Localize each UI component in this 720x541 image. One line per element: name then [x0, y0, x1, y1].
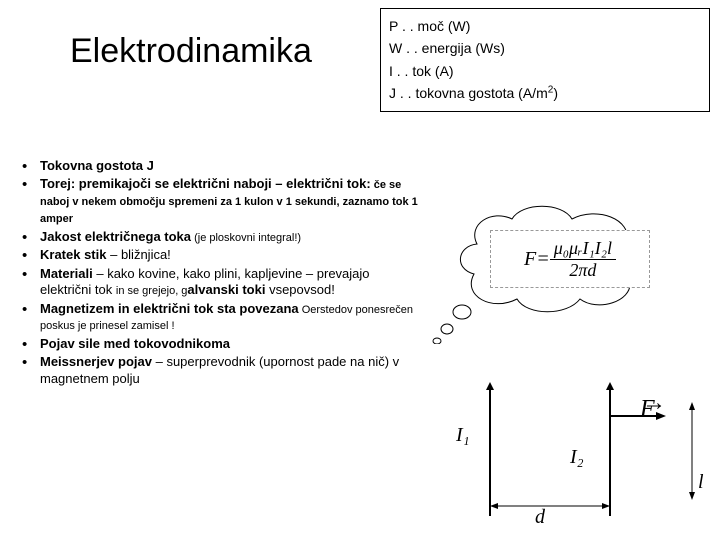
- bullet-list: Tokovna gostota J Torej: premikajoči se …: [22, 158, 422, 389]
- bullet-item: Pojav sile med tokovodnikoma: [22, 336, 422, 352]
- label-i2: I₂: [570, 446, 584, 469]
- bullet-bold: Torej: premikajoči se električni naboji …: [40, 176, 371, 191]
- legend-line-i: I . . tok (A): [389, 60, 701, 82]
- bullet-bold: Tokovna gostota J: [40, 158, 154, 173]
- wires-diagram: I₁ I₂ → F d l: [440, 376, 710, 536]
- legend-sym: P: [389, 18, 398, 34]
- bullet-item: Materiali – kako kovine, kako plini, kap…: [22, 266, 422, 299]
- label-f: → F: [640, 396, 655, 423]
- formula-lhs: F: [524, 248, 536, 271]
- bullet-bold: Magnetizem in električni tok sta povezan…: [40, 301, 299, 316]
- bullet-item: Magnetizem in električni tok sta povezan…: [22, 301, 422, 335]
- bullet-item: Torej: premikajoči se električni naboji …: [22, 176, 422, 226]
- legend-end: ): [553, 85, 558, 101]
- formula-fraction: μ₀μᵣI₁I₂l 2πd: [550, 238, 616, 281]
- bullet-item: Kratek stik – bližnjica!: [22, 247, 422, 263]
- label-l: l: [698, 471, 704, 494]
- legend-line-w: W . . energija (Ws): [389, 37, 701, 59]
- legend-box: P . . moč (W) W . . energija (Ws) I . . …: [380, 8, 710, 112]
- legend-line-p: P . . moč (W): [389, 15, 701, 37]
- bullet-bold: Meissnerjev pojav: [40, 354, 152, 369]
- legend-rest: . . tok (A): [393, 63, 454, 79]
- label-i1: I₁: [456, 424, 470, 447]
- bullet-item: Jakost električnega toka (je ploskovni i…: [22, 229, 422, 246]
- legend-rest: . . moč (W): [398, 18, 470, 34]
- legend-sym: W: [389, 40, 402, 56]
- bullet-small: in se grejejo, g: [116, 285, 188, 297]
- page-title: Elektrodinamika: [70, 32, 312, 71]
- legend-line-j: J . . tokovna gostota (A/m2): [389, 82, 701, 104]
- legend-sym: J: [389, 85, 396, 101]
- formula-eq: =: [536, 248, 550, 271]
- formula-den: 2πd: [565, 260, 600, 281]
- bullet-small: (je ploskovni integral!): [191, 232, 301, 244]
- formula-box: F = μ₀μᵣI₁I₂l 2πd: [490, 230, 650, 288]
- bullet-bold: alvanski toki: [187, 282, 265, 297]
- bullet-bold: Pojav sile med tokovodnikoma: [40, 336, 230, 351]
- bullet-bold: Kratek stik: [40, 247, 106, 262]
- legend-rest: . . tokovna gostota (A/m: [396, 85, 548, 101]
- label-d: d: [535, 506, 545, 529]
- bullet-bold: Jakost električnega toka: [40, 229, 191, 244]
- legend-rest: . . energija (Ws): [402, 40, 505, 56]
- bullet-rest: vsepovsod!: [265, 282, 334, 297]
- formula-num: μ₀μᵣI₁I₂l: [550, 238, 616, 260]
- bullet-item: Meissnerjev pojav – superprevodnik (upor…: [22, 354, 422, 387]
- bullet-item: Tokovna gostota J: [22, 158, 422, 174]
- bullet-rest: – bližnjica!: [106, 247, 170, 262]
- bullet-bold: Materiali: [40, 266, 93, 281]
